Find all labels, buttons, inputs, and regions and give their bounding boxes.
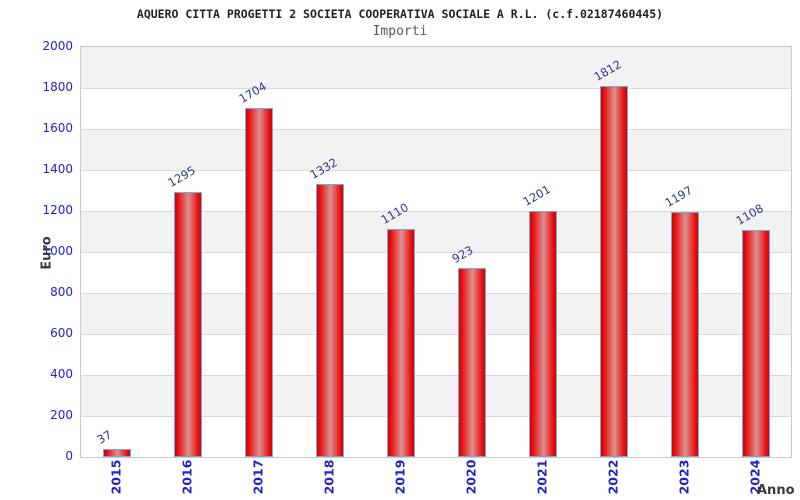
bar-2021 — [528, 210, 557, 457]
y-tick-label-2000: 2000 — [42, 39, 73, 53]
gridline — [81, 211, 791, 212]
bar-2016 — [173, 191, 202, 457]
gridline — [81, 334, 791, 335]
y-axis-title: Euro — [39, 236, 55, 270]
gridline — [81, 252, 791, 253]
bar-2018 — [315, 183, 344, 457]
bar-2022 — [599, 85, 628, 457]
x-tick-label-2015: 2015 — [108, 459, 123, 495]
gridline — [81, 416, 791, 417]
plot-area: 37 1295 1704 1332 1110 923 1201 1812 1197 1108 — [80, 46, 792, 458]
bar-2015 — [102, 449, 131, 457]
x-tick-label-2016: 2016 — [179, 459, 194, 495]
x-tick-label-2018: 2018 — [321, 459, 336, 495]
bar-2024 — [741, 229, 770, 457]
y-tick-label-0: 0 — [65, 449, 73, 463]
gridline — [81, 375, 791, 376]
x-tick-label-2021: 2021 — [534, 459, 549, 495]
chart-title: AQUERO CITTA PROGETTI 2 SOCIETA COOPERAT… — [136, 7, 664, 21]
bar-2020 — [457, 267, 486, 457]
y-tick-label-1200: 1200 — [42, 203, 73, 217]
y-tick-label-600: 600 — [50, 326, 73, 340]
bar-2019 — [386, 229, 415, 457]
y-tick-label-1600: 1600 — [42, 121, 73, 135]
y-tick-label-1000: 1000 — [42, 244, 73, 258]
gridline — [81, 293, 791, 294]
y-tick-label-800: 800 — [50, 285, 73, 299]
gridline — [81, 88, 791, 89]
plot-band — [81, 88, 791, 129]
bar-2023 — [670, 211, 699, 457]
x-axis-title: Anno — [757, 483, 795, 498]
gridline — [81, 170, 791, 171]
y-tick-label-400: 400 — [50, 367, 73, 381]
plot-band — [81, 47, 791, 88]
x-tick-label-2019: 2019 — [392, 459, 407, 495]
gridline — [81, 129, 791, 130]
plot-band — [81, 129, 791, 170]
y-tick-label-200: 200 — [50, 408, 73, 422]
x-tick-label-2020: 2020 — [463, 459, 478, 495]
x-tick-label-2023: 2023 — [676, 459, 691, 495]
chart-subtitle: Importi — [372, 24, 428, 39]
x-tick-label-2017: 2017 — [250, 459, 265, 495]
x-tick-label-2022: 2022 — [605, 459, 620, 495]
y-tick-label-1800: 1800 — [42, 80, 73, 94]
bar-2017 — [244, 107, 273, 457]
y-tick-label-1400: 1400 — [42, 162, 73, 176]
